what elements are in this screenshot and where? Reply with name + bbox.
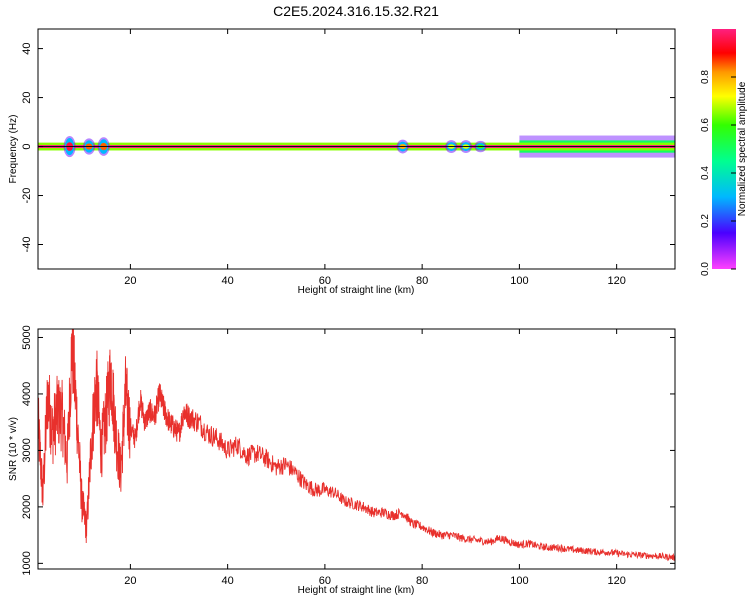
spectrogram-xtick-label: 60 xyxy=(319,275,331,287)
colorbar-tick-label: 0.0 xyxy=(700,262,711,276)
snr-series-line xyxy=(38,329,675,562)
snr-ytick-label: 2000 xyxy=(21,495,33,519)
snr-ytick-label: 4000 xyxy=(21,382,33,406)
spectrogram-xtick-label: 120 xyxy=(607,275,625,287)
spectrogram-xtick-label: 40 xyxy=(222,275,234,287)
spectrogram-ylabel: Frequency (Hz) xyxy=(8,115,19,184)
spectrogram-ytick-label: 20 xyxy=(21,91,33,103)
snr-xtick-label: 60 xyxy=(319,575,331,587)
spectrogram-ytick-label: 0 xyxy=(21,143,33,149)
spectrogram-xtick-label: 100 xyxy=(510,275,528,287)
colorbar-tick-label: 0.2 xyxy=(700,214,711,228)
snr-xtick-label: 120 xyxy=(607,575,625,587)
snr-xtick-label: 40 xyxy=(222,575,234,587)
spectrogram-ytick-label: -40 xyxy=(21,237,33,253)
snr-ytick-label: 5000 xyxy=(21,325,33,349)
spectrogram-panel: 20 40 60 80 100 120 -40 -20 0 20 40 Height of str… xyxy=(8,28,676,296)
spectrogram-xtick-label: 80 xyxy=(416,275,428,287)
colorbar-label: Normalized spectral amplitude xyxy=(737,81,748,216)
spectrogram-ytick-label: -20 xyxy=(21,188,33,204)
spectrogram-ytick-label: 40 xyxy=(21,42,33,54)
snr-ytick-label: 3000 xyxy=(21,438,33,462)
snr-xtick-label: 20 xyxy=(124,575,136,587)
colorbar-tick-label: 0.4 xyxy=(700,166,711,180)
snr-xlabel: Height of straight line (km) xyxy=(298,585,415,596)
snr-xtick-label: 80 xyxy=(416,575,428,587)
colorbar-gradient xyxy=(712,29,736,269)
snr-xtick-label: 100 xyxy=(510,575,528,587)
colorbar-tick-label: 0.8 xyxy=(700,70,711,84)
snr-panel: 20 40 60 80 100 120 1000 2000 3000 4000 5000 Heig… xyxy=(8,325,676,596)
spectrogram-xtick-label: 20 xyxy=(124,275,136,287)
chart-title: C2E5.2024.316.15.32.R21 xyxy=(273,3,439,19)
colorbar: 0.0 0.2 0.4 0.6 0.8 Normalized spectral ampl… xyxy=(700,29,748,276)
colorbar-tick-label: 0.6 xyxy=(700,118,711,132)
snr-ylabel: SNR (10 * v/v) xyxy=(8,417,19,481)
spectrogram-frame xyxy=(37,28,676,270)
spectrogram-xlabel: Height of straight line (km) xyxy=(298,285,415,296)
snr-ytick-label: 1000 xyxy=(21,551,33,575)
snr-frame xyxy=(37,328,676,570)
